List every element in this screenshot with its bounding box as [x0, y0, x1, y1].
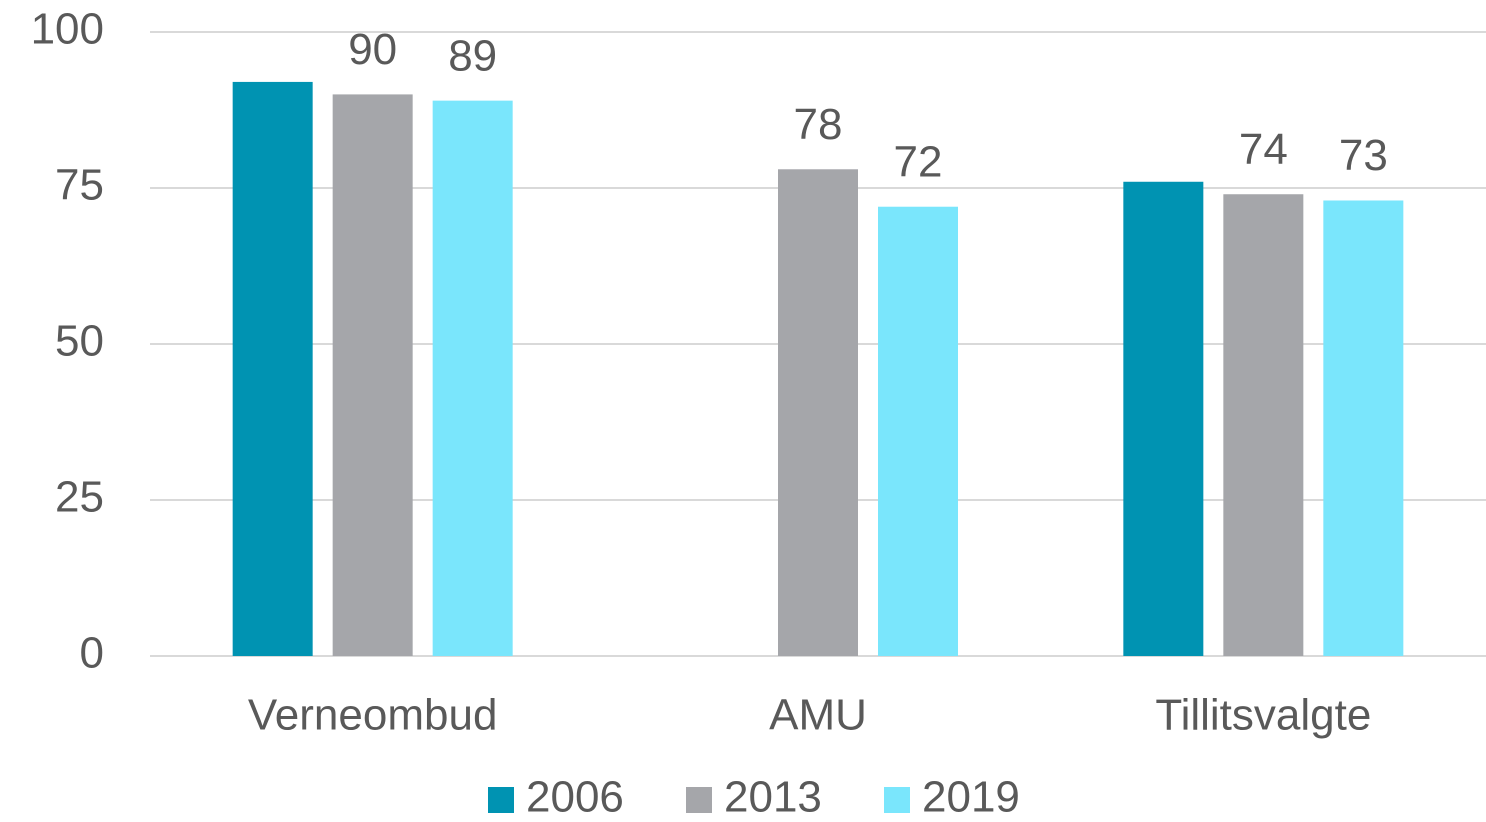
bar: [878, 206, 958, 656]
y-tick-label: 0: [80, 629, 104, 678]
y-tick-label: 50: [55, 317, 104, 366]
bar: [778, 169, 858, 656]
bar: [1323, 200, 1404, 657]
legend-swatch: [686, 787, 712, 813]
y-tick-label: 25: [55, 473, 104, 522]
legend-swatch: [488, 787, 514, 813]
y-tick-label: 75: [55, 161, 104, 210]
x-tick-label: AMU: [769, 691, 867, 740]
legend-label: 2019: [922, 773, 1020, 822]
data-label: 78: [794, 100, 843, 149]
legend-label: 2006: [526, 773, 624, 822]
data-label: 90: [348, 25, 397, 74]
legend-label: 2013: [724, 773, 822, 822]
data-label: 74: [1239, 125, 1288, 174]
x-tick-label: Verneombud: [248, 691, 498, 740]
x-tick-label: Tillitsvalgte: [1155, 691, 1371, 740]
bar: [432, 100, 513, 656]
bar: [232, 81, 313, 657]
data-label: 89: [448, 31, 497, 80]
y-tick-label: 100: [31, 5, 104, 54]
bar: [1223, 194, 1304, 657]
data-label: 72: [894, 137, 943, 186]
data-label: 73: [1339, 131, 1388, 180]
bar: [332, 94, 413, 656]
legend-swatch: [884, 787, 910, 813]
bar: [1123, 181, 1204, 656]
